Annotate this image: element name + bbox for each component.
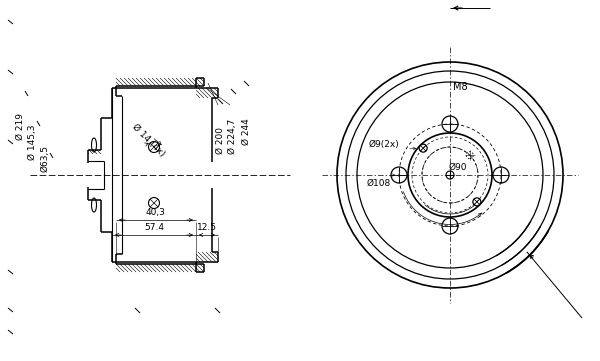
Text: 57.4: 57.4 <box>144 223 164 232</box>
Text: Ø90: Ø90 <box>449 162 467 171</box>
Text: Ø 200: Ø 200 <box>215 127 224 155</box>
Text: Ø63,5: Ø63,5 <box>41 144 49 171</box>
Text: Ø 224,7: Ø 224,7 <box>229 118 238 154</box>
Text: Ø108: Ø108 <box>367 178 391 187</box>
Text: M8: M8 <box>452 82 467 92</box>
Text: Ø9(2x): Ø9(2x) <box>368 140 400 149</box>
Text: Ø 145,3: Ø 145,3 <box>28 124 37 160</box>
Text: Ø 14 (4x): Ø 14 (4x) <box>130 122 166 158</box>
Text: 40,3: 40,3 <box>146 209 166 217</box>
Text: 12.5: 12.5 <box>197 223 217 232</box>
Text: Ø 244: Ø 244 <box>241 119 251 145</box>
Text: Ø 219: Ø 219 <box>16 113 25 140</box>
